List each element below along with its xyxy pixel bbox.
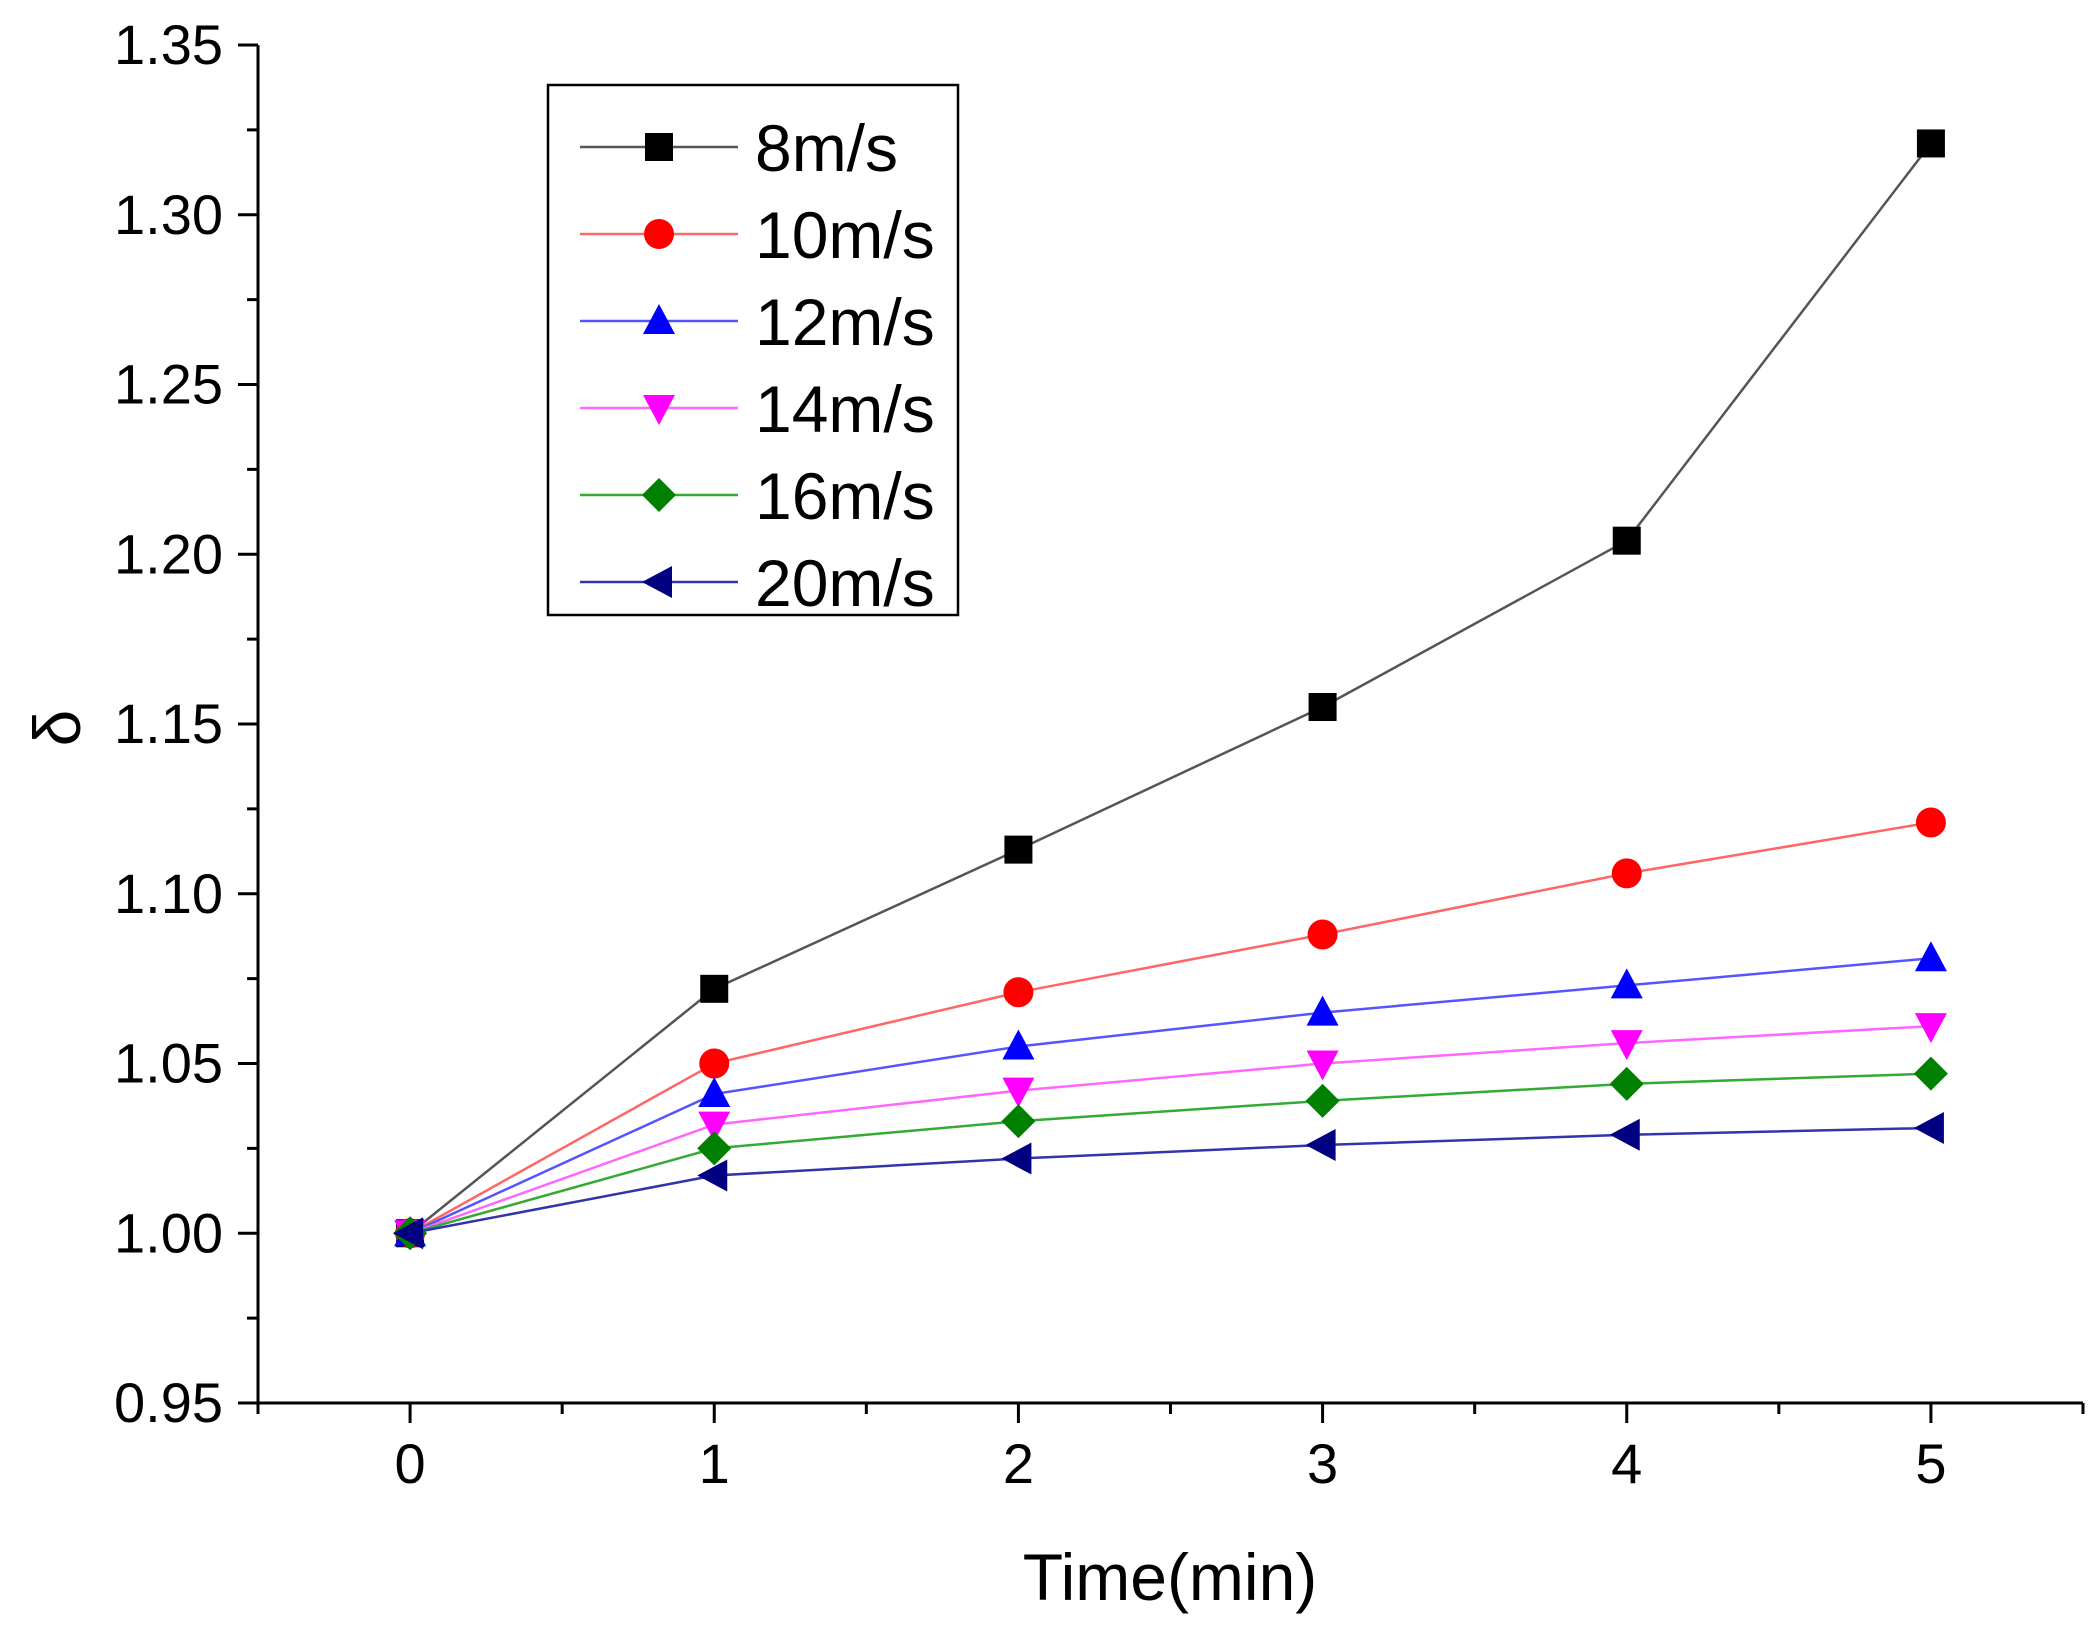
legend-item: 16m/s: [580, 459, 935, 533]
data-point: [1916, 129, 1945, 158]
legend-label: 8m/s: [755, 111, 898, 185]
data-point: [1305, 1083, 1340, 1118]
data-point: [1306, 995, 1339, 1026]
data-point: [1306, 1050, 1339, 1081]
y-tick-label: 1.25: [114, 353, 223, 416]
legend-label: 10m/s: [755, 198, 935, 272]
data-point: [1914, 1013, 1947, 1044]
data-point: [698, 1077, 731, 1108]
legend-marker: [643, 304, 675, 334]
legend-marker: [644, 219, 674, 249]
series-line: [409, 1126, 1931, 1235]
x-tick-label: 0: [395, 1432, 426, 1495]
x-tick-label: 5: [1915, 1432, 1946, 1495]
data-point: [1002, 1029, 1035, 1060]
series-8m/s: [396, 129, 1945, 1248]
data-point: [1610, 1030, 1643, 1061]
y-tick-label: 1.30: [114, 183, 223, 246]
data-point: [1002, 1077, 1035, 1108]
series-line: [409, 1024, 1931, 1235]
data-point: [1305, 1128, 1336, 1161]
data-point: [698, 1111, 731, 1142]
legend-marker: [642, 566, 672, 598]
legend-item: 20m/s: [580, 546, 935, 620]
axes: 0 1 2 3 4 5 0.95 1.00 1.05 1.10 1.15 1.20 1.25 1.30 1.…: [114, 13, 2085, 1495]
data-point: [697, 1159, 728, 1192]
data-point: [1609, 1066, 1644, 1101]
legend-label: 16m/s: [755, 459, 935, 533]
legend-item: 8m/s: [580, 111, 898, 185]
y-tick-label: 1.10: [114, 862, 223, 925]
data-point: [1609, 1118, 1640, 1151]
data-point: [1612, 526, 1641, 555]
data-point: [1308, 693, 1337, 722]
y-tick-label: 1.35: [114, 13, 223, 76]
y-tick-label: 1.20: [114, 522, 223, 585]
legend-item: 14m/s: [580, 372, 935, 446]
series-layer: [393, 129, 1948, 1251]
legend-label: 20m/s: [755, 546, 935, 620]
x-tick-label: 1: [699, 1432, 730, 1495]
data-point: [699, 1048, 730, 1079]
series-10m/s: [395, 807, 1946, 1249]
legend: 8m/s 10m/s 12m/s 14m/s 16m/s 20m/s: [546, 83, 960, 620]
legend-item: 10m/s: [580, 198, 935, 272]
series-line: [409, 821, 1932, 1235]
data-point: [1913, 1112, 1944, 1145]
series-16m/s: [393, 1056, 1948, 1251]
series-line: [409, 1072, 1931, 1235]
series-20m/s: [393, 1112, 1944, 1250]
y-tick-label: 0.95: [114, 1371, 223, 1434]
y-axis-title: δ: [20, 710, 94, 747]
data-point: [1914, 941, 1947, 972]
data-point: [1913, 1056, 1948, 1091]
series-12m/s: [394, 941, 1947, 1247]
legend-label: 14m/s: [755, 372, 935, 446]
x-axis-title: Time(min): [1023, 1540, 1318, 1614]
legend-item: 12m/s: [580, 285, 935, 359]
y-tick-label: 1.15: [114, 692, 223, 755]
data-point: [1915, 807, 1946, 838]
series-line: [409, 142, 1932, 1235]
y-tick-label: 1.05: [114, 1032, 223, 1095]
data-point: [697, 1131, 732, 1166]
y-tick-label: 1.00: [114, 1201, 223, 1264]
x-tick-label: 4: [1611, 1432, 1642, 1495]
data-point: [1611, 858, 1642, 889]
x-tick-label: 2: [1003, 1432, 1034, 1495]
legend-box: [546, 83, 960, 617]
data-point: [393, 1217, 424, 1250]
x-tick-label: 3: [1307, 1432, 1338, 1495]
data-point: [700, 974, 729, 1003]
data-point: [1001, 1104, 1036, 1139]
data-point: [1004, 835, 1033, 864]
legend-marker: [642, 478, 676, 512]
data-point: [1003, 977, 1034, 1008]
series-line: [409, 957, 1932, 1235]
legend-marker: [643, 395, 675, 425]
legend-marker: [645, 133, 673, 161]
data-point: [1610, 968, 1643, 999]
data-point: [1307, 919, 1338, 950]
data-point: [1001, 1142, 1032, 1175]
legend-label: 12m/s: [755, 285, 935, 359]
